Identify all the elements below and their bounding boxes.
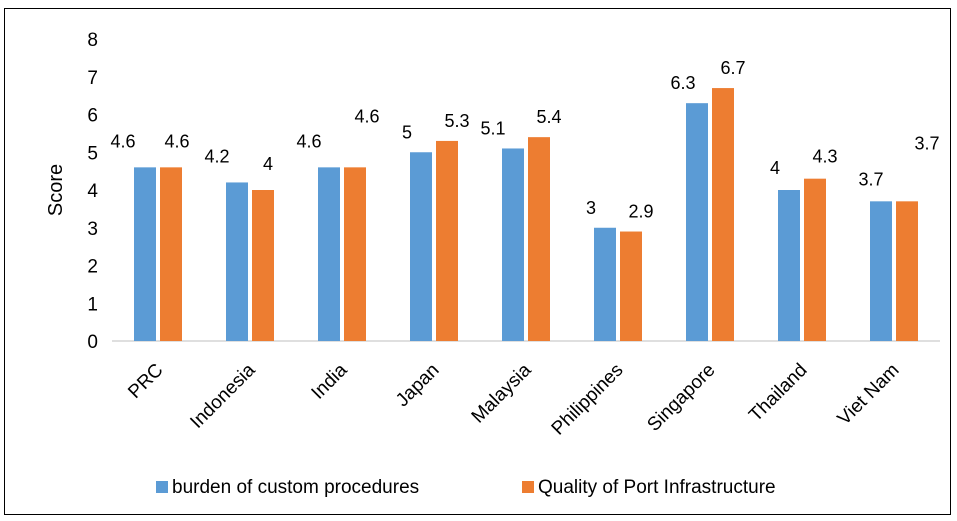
x-axis: PRC Indonesia India Japan Malaysia Philippine… — [124, 359, 903, 439]
data-label: 6.7 — [720, 58, 745, 78]
y-tick-label: 4 — [87, 181, 98, 202]
x-tick-label: India — [308, 359, 352, 403]
data-label: 6.3 — [670, 73, 695, 93]
data-label: 4.6 — [296, 131, 321, 151]
legend: burden of custom procedures Quality of Po… — [156, 477, 776, 498]
legend-swatch — [522, 481, 534, 493]
bar-burden-viet-nam — [870, 201, 892, 341]
y-tick-label: 8 — [87, 30, 98, 51]
legend-label: burden of custom procedures — [172, 477, 419, 498]
x-tick-label: Japan — [392, 360, 443, 411]
bar-burden-thailand — [778, 190, 800, 341]
y-tick-label: 1 — [87, 294, 98, 315]
data-label: 3 — [586, 198, 596, 218]
data-labels: 4.6 4.6 4.2 4 4.6 4.6 5 5.3 5.1 5.4 3 2.9 6.3 6.7 4 4.3… — [110, 58, 939, 221]
chart-frame — [4, 8, 951, 515]
legend-swatch — [156, 481, 168, 493]
data-label: 4.2 — [204, 146, 229, 166]
y-tick-label: 2 — [87, 257, 98, 278]
bar-port-malaysia — [528, 137, 550, 341]
bar-port-india — [344, 167, 366, 341]
x-tick-label: Malaysia — [468, 359, 536, 427]
bar-port-japan — [436, 140, 458, 341]
y-tick-label: 6 — [87, 106, 98, 127]
bar-port-singapore — [712, 88, 734, 341]
bar-port-philippines — [620, 231, 642, 341]
y-tick-label: 0 — [87, 332, 98, 353]
x-tick-label: PRC — [124, 360, 167, 403]
data-label: 5.4 — [536, 107, 561, 127]
bar-burden-malaysia — [502, 148, 524, 341]
bar-burden-prc — [134, 167, 156, 341]
y-tick-label: 3 — [87, 219, 98, 240]
y-tick-label: 7 — [87, 68, 98, 89]
data-label: 5.3 — [444, 111, 469, 131]
bar-burden-philippines — [594, 227, 616, 341]
legend-label: Quality of Port Infrastructure — [538, 477, 776, 498]
x-tick-label: Viet Nam — [834, 360, 904, 430]
data-label: 4.6 — [110, 131, 135, 151]
data-label: 4.3 — [812, 147, 837, 167]
data-label: 5.1 — [480, 118, 505, 138]
bars — [134, 88, 918, 341]
bar-burden-japan — [410, 152, 432, 341]
x-tick-label: Singapore — [643, 360, 719, 436]
bar-port-prc — [160, 167, 182, 341]
x-tick-label: Philippines — [548, 360, 628, 440]
data-label: 3.7 — [858, 169, 883, 189]
data-label: 4 — [263, 154, 273, 174]
data-label: 2.9 — [628, 202, 653, 222]
x-tick-label: Indonesia — [186, 359, 259, 432]
y-tick-label: 5 — [87, 143, 98, 164]
data-label: 4.6 — [354, 106, 379, 126]
bar-port-indonesia — [252, 190, 274, 341]
bar-burden-india — [318, 167, 340, 341]
data-label: 4 — [770, 158, 780, 178]
bar-port-thailand — [804, 178, 826, 341]
x-tick-label: Thailand — [745, 360, 811, 426]
y-axis-title: Score — [45, 164, 67, 216]
data-label: 5 — [402, 122, 412, 142]
bar-burden-singapore — [686, 103, 708, 341]
data-label: 4.6 — [164, 131, 189, 151]
data-label: 3.7 — [914, 133, 939, 153]
bar-port-viet-nam — [896, 201, 918, 341]
y-axis: 0 1 2 3 4 5 6 7 8 — [87, 30, 940, 353]
bar-burden-indonesia — [226, 182, 248, 341]
